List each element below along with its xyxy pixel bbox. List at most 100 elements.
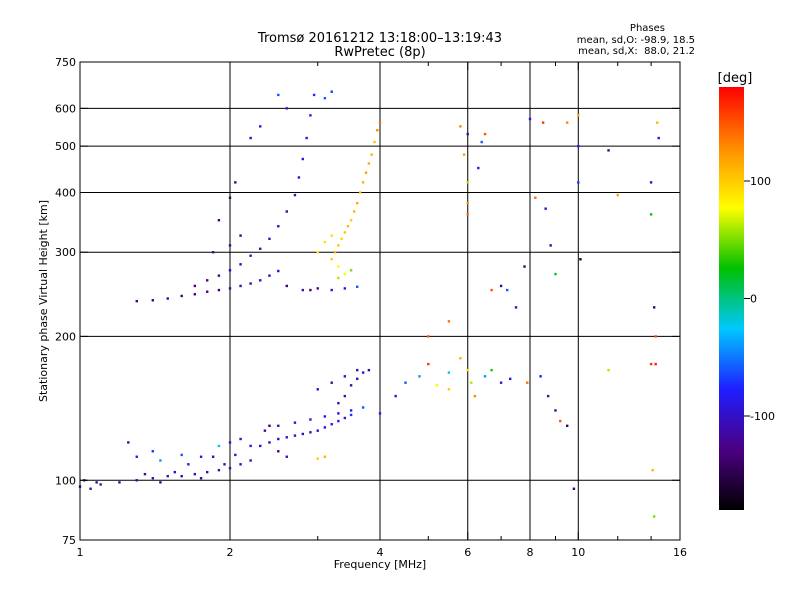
chart-title: Tromsø 20161212 13:18:00–13:19:43 — [257, 31, 502, 46]
data-point — [352, 210, 356, 213]
data-point — [323, 415, 327, 418]
data-point — [277, 93, 280, 97]
data-point — [316, 287, 319, 290]
data-point — [337, 412, 340, 415]
data-point — [99, 483, 102, 486]
data-point — [577, 114, 580, 117]
data-point — [427, 362, 430, 366]
y-tick-label: 400 — [55, 186, 76, 199]
data-point — [337, 401, 340, 405]
data-point — [205, 279, 209, 282]
data-point — [301, 288, 305, 292]
data-point — [211, 455, 215, 458]
x-tick-label: 2 — [227, 546, 234, 559]
data-point — [466, 181, 469, 184]
data-point — [572, 487, 576, 490]
data-point — [427, 335, 430, 338]
data-point — [466, 201, 469, 205]
data-point — [447, 320, 451, 323]
phase-stats-x: mean, sd,X: 88.0, 21.2 — [578, 46, 695, 57]
data-point — [217, 219, 221, 222]
data-point — [652, 515, 656, 518]
data-point — [358, 191, 362, 194]
data-point — [187, 463, 190, 466]
data-point — [312, 93, 316, 97]
data-point — [565, 121, 569, 124]
chart-subtitle: RwPretec (8p) — [334, 45, 425, 60]
data-point — [523, 265, 526, 268]
data-point — [223, 463, 226, 466]
data-point — [544, 207, 547, 210]
data-point — [654, 362, 657, 366]
colorbar-label: [deg] — [718, 71, 753, 86]
data-point — [293, 193, 297, 197]
data-point — [297, 176, 301, 179]
data-point — [330, 423, 333, 426]
data-point — [333, 251, 337, 254]
y-tick-label: 100 — [55, 474, 76, 487]
data-point — [361, 181, 365, 184]
data-point — [285, 455, 288, 458]
data-point — [549, 244, 552, 247]
data-point — [404, 381, 407, 384]
data-point — [228, 196, 232, 199]
data-point — [343, 416, 347, 420]
data-point — [293, 434, 297, 437]
data-point — [370, 153, 373, 156]
data-point — [95, 481, 98, 484]
data-point — [435, 384, 438, 387]
data-point — [473, 394, 477, 398]
data-point — [166, 474, 169, 478]
data-point — [285, 284, 288, 288]
data-point — [364, 171, 368, 174]
data-point — [490, 368, 493, 372]
data-point — [239, 463, 242, 466]
x-tick-label: 1 — [77, 546, 84, 559]
data-point — [343, 231, 347, 234]
data-point — [309, 431, 312, 434]
data-point — [180, 474, 183, 478]
data-point — [259, 247, 262, 250]
data-point — [301, 157, 305, 161]
data-point — [330, 258, 333, 261]
data-point — [277, 450, 280, 453]
data-point — [447, 371, 451, 374]
data-point — [323, 426, 327, 429]
data-point — [349, 219, 353, 222]
data-point — [89, 487, 92, 490]
data-point — [309, 418, 312, 421]
data-point — [337, 265, 340, 268]
data-point — [652, 306, 656, 309]
data-point — [285, 210, 288, 213]
phase-stats-o: mean, sd,O: -98.9, 18.5 — [577, 35, 695, 46]
data-point — [651, 468, 654, 472]
data-point — [579, 258, 582, 261]
data-point — [649, 181, 653, 184]
data-point — [249, 254, 252, 257]
data-point — [217, 288, 221, 292]
data-point — [234, 453, 237, 457]
data-point — [480, 140, 483, 144]
y-tick-label: 600 — [55, 102, 76, 115]
data-point — [559, 419, 562, 423]
x-tick-label: 10 — [571, 546, 585, 559]
data-point — [151, 450, 155, 453]
grid — [80, 62, 680, 540]
data-point — [259, 125, 262, 128]
data-point — [217, 444, 221, 448]
data-point — [654, 335, 657, 338]
y-tick-label: 750 — [55, 56, 76, 69]
x-axis-label: Frequency [MHz] — [334, 558, 426, 571]
data-point — [505, 288, 509, 292]
data-point — [249, 444, 252, 448]
data-point — [217, 468, 221, 472]
colorbar-tick-label: 0 — [750, 293, 757, 306]
data-point — [330, 288, 333, 292]
x-tick-label: 6 — [464, 546, 471, 559]
data-point — [349, 413, 353, 417]
data-point — [376, 128, 379, 132]
data-point — [343, 272, 347, 276]
data-point — [211, 251, 215, 254]
y-tick-label: 75 — [62, 534, 76, 547]
data-point — [534, 196, 537, 199]
